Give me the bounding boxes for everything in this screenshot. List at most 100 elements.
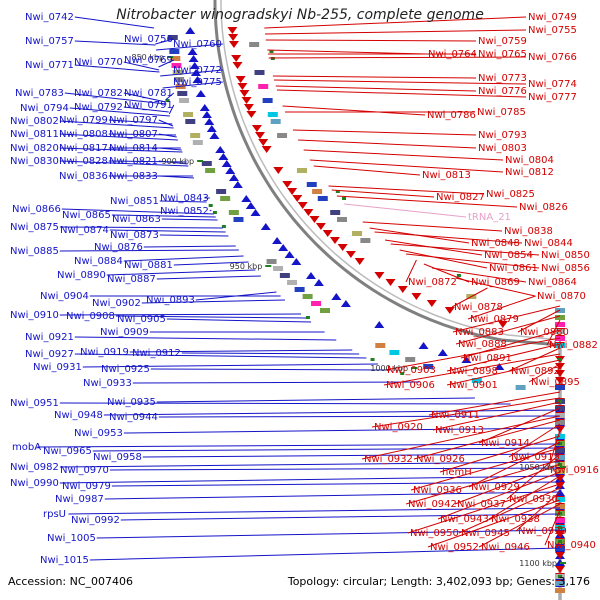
reverse-cog-block <box>352 231 363 236</box>
reverse-cog-block <box>555 315 565 320</box>
forward-cog-block <box>471 378 482 383</box>
leader-line-reverse <box>272 75 477 79</box>
leader-line-reverse <box>336 195 518 208</box>
reverse-cog-block <box>555 518 565 523</box>
reverse-cog-block <box>317 196 328 201</box>
leader-line-forward <box>165 92 175 101</box>
gene-label-forward: Nwi_0852 <box>160 206 209 217</box>
gene-label-reverse: Nwi_0850 <box>541 250 590 261</box>
gene-label-reverse: Nwi_0880 <box>520 327 569 338</box>
gene-label-forward: Nwi_0904 <box>40 291 89 302</box>
leader-line-forward <box>59 249 239 252</box>
leader-line-forward <box>173 261 249 266</box>
gene-label-forward: Nwi_0866 <box>12 204 61 215</box>
gene-label-reverse: Nwi_0939 <box>518 526 567 537</box>
gene-label-forward: mobA <box>12 442 41 453</box>
gene-label-forward: Nwi_0756 <box>124 34 173 45</box>
forward-cog-block <box>172 70 183 75</box>
leader-line-forward <box>111 214 216 218</box>
forward-gene-arrow <box>437 349 448 356</box>
leader-line-reverse <box>544 509 561 546</box>
reverse-cog-block <box>296 168 307 173</box>
gene-label-reverse: Nwi_0776 <box>478 86 527 97</box>
forward-cog-block <box>515 385 526 390</box>
forward-gene-arrow <box>215 146 226 153</box>
leader-line-forward <box>123 61 160 71</box>
gene-label-forward: Nwi_0919 <box>80 347 129 358</box>
gene-label-forward: Nwi_0843 <box>160 193 209 204</box>
forward-cog-block <box>179 98 190 103</box>
gene-label-forward: Nwi_0757 <box>25 36 74 47</box>
gene-label-forward: Nwi_1015 <box>40 555 89 566</box>
forward-cog-block <box>228 210 239 215</box>
feature-tick <box>370 358 375 361</box>
reverse-gene-arrow <box>555 475 565 482</box>
gene-label-forward: Nwi_0933 <box>83 378 132 389</box>
leader-line-reverse <box>309 159 504 173</box>
leader-line-forward <box>96 529 561 539</box>
forward-cog-block <box>192 140 203 145</box>
forward-gene-arrow <box>232 181 243 188</box>
gene-label-reverse: Nwi_0838 <box>504 226 553 237</box>
feature-tick <box>558 575 562 578</box>
gene-label-reverse: Nwi_0773 <box>478 73 527 84</box>
leader-line-reverse <box>267 49 427 55</box>
leader-line-reverse <box>361 415 561 460</box>
forward-gene-arrow <box>218 153 229 160</box>
gene-label-forward: Nwi_0887 <box>107 274 156 285</box>
forward-cog-block <box>266 259 277 264</box>
gene-label-forward: Nwi_0992 <box>71 515 120 526</box>
gene-label-reverse: Nwi_0946 <box>481 542 530 553</box>
leader-line-forward <box>168 104 175 115</box>
gene-label-reverse: Nwi_0888 <box>458 339 507 350</box>
gene-label-forward: Nwi_0833 <box>109 171 158 182</box>
leader-line-reverse <box>452 305 561 333</box>
leader-line-reverse <box>528 363 561 383</box>
feature-tick <box>558 512 562 515</box>
gene-label-forward: Nwi_0905 <box>117 314 166 325</box>
reverse-cog-block <box>258 84 269 89</box>
gene-label-forward: Nwi_0781 <box>124 88 173 99</box>
leader-line-reverse <box>405 259 417 283</box>
gene-label-reverse: Nwi_0785 <box>477 107 526 118</box>
gene-label-forward: Nwi_0925 <box>101 364 150 375</box>
leader-line-forward <box>156 397 475 403</box>
gene-label-forward: Nwi_0802 <box>10 116 59 127</box>
forward-gene-arrow <box>272 237 283 244</box>
gene-label-reverse: Nwi_0872 <box>408 277 457 288</box>
reverse-gene-arrow <box>239 90 250 97</box>
gene-label-forward: Nwi_0884 <box>74 256 123 267</box>
reverse-gene-arrow <box>243 104 254 111</box>
gene-label-reverse: Nwi_0764 <box>428 49 477 60</box>
leader-line-reverse <box>432 401 561 431</box>
forward-gene-arrow <box>278 244 289 251</box>
forward-gene-arrow <box>185 27 196 34</box>
reverse-gene-arrow <box>329 237 340 244</box>
reverse-cog-block <box>555 497 565 502</box>
leader-line-reverse <box>410 447 561 491</box>
reverse-gene-arrow <box>374 272 385 279</box>
leader-line-reverse <box>273 79 527 85</box>
forward-gene-arrow <box>228 174 239 181</box>
gene-label-reverse: Nwi_0848 <box>471 238 520 249</box>
forward-cog-block <box>170 56 181 61</box>
gene-label-reverse: Nwi_0861 <box>489 263 538 274</box>
feature-tick <box>558 400 562 403</box>
forward-cog-block <box>174 77 185 82</box>
gene-label-forward: Nwi_0893 <box>146 295 195 306</box>
feature-tick <box>456 274 461 277</box>
leader-line-forward <box>109 467 561 471</box>
reverse-gene-arrow <box>227 27 238 34</box>
feature-tick <box>558 442 562 445</box>
reverse-cog-block <box>555 343 565 348</box>
leader-line-reverse <box>446 359 561 386</box>
leader-line-reverse <box>454 463 561 505</box>
gene-label-forward: Nwi_0908 <box>66 311 115 322</box>
leader-line-forward <box>123 106 169 113</box>
leader-line-forward <box>74 353 367 359</box>
reverse-gene-arrow <box>228 34 239 41</box>
reverse-gene-arrow <box>315 223 326 230</box>
scale-label: 850 kbp <box>132 53 165 62</box>
gene-label-forward: Nwi_0863 <box>112 214 161 225</box>
reverse-gene-arrow <box>273 167 284 174</box>
